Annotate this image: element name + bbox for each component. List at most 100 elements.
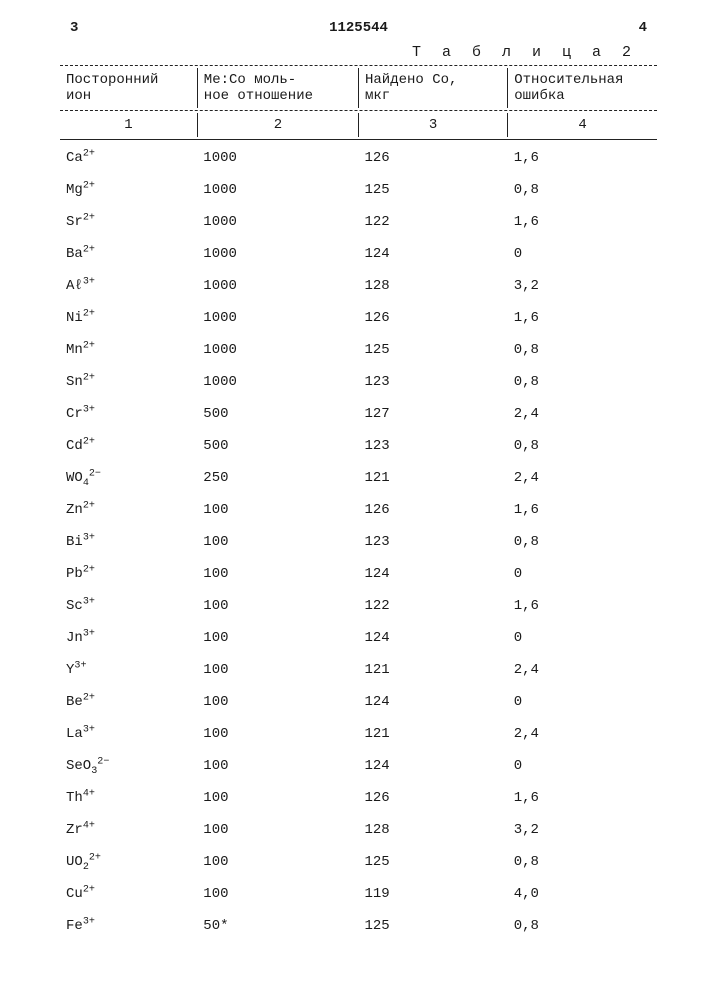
table-row: Aℓ3+10001283,2 [60,270,657,302]
cell-ratio: 1000 [197,270,358,302]
cell-error: 0,8 [508,846,657,878]
table-row: Ca2+10001261,6 [60,142,657,174]
cell-ion: Sc3+ [60,590,197,622]
col-header-1: Посторонний ион [60,68,197,108]
cell-ion: Cu2+ [60,878,197,910]
cell-ratio: 100 [197,782,358,814]
cell-error: 0 [508,686,657,718]
cell-ion: Sn2+ [60,366,197,398]
cell-error: 1,6 [508,782,657,814]
cell-found: 121 [358,462,507,494]
cell-ratio: 100 [197,878,358,910]
ion-formula: Ni2+ [66,310,102,326]
col-header-4: Относительнаяошибка [508,68,657,108]
cell-ratio: 250 [197,462,358,494]
table-row: Fe3+50*1250,8 [60,910,657,942]
cell-ion: Pb2+ [60,558,197,590]
table-row: Bi3+1001230,8 [60,526,657,558]
data-table: Ca2+10001261,6Mg2+10001250,8Sr2+10001221… [60,142,657,942]
cell-error: 1,6 [508,302,657,334]
cell-found: 126 [358,782,507,814]
col-num-3: 3 [358,113,507,137]
cell-error: 0 [508,750,657,782]
ion-formula: Y3+ [66,662,102,678]
ion-formula: Jn3+ [66,630,102,646]
cell-error: 0 [508,622,657,654]
cell-ratio: 1000 [197,302,358,334]
cell-ion: Ca2+ [60,142,197,174]
table-caption: Т а б л и ц а 2 [60,44,637,61]
cell-ion: Bi3+ [60,526,197,558]
cell-ion: Jn3+ [60,622,197,654]
cell-ion: WO42− [60,462,197,494]
ion-formula: Mg2+ [66,182,102,198]
cell-ion: Th4+ [60,782,197,814]
cell-error: 2,4 [508,654,657,686]
cell-ratio: 500 [197,430,358,462]
cell-ratio: 1000 [197,142,358,174]
cell-found: 121 [358,654,507,686]
cell-found: 125 [358,334,507,366]
cell-error: 1,6 [508,206,657,238]
col-header-1-text: Посторонний ион [66,72,158,104]
ion-formula: Aℓ3+ [66,278,102,294]
cell-ion: SeO32− [60,750,197,782]
table-row: La3+1001212,4 [60,718,657,750]
cell-ratio: 50* [197,910,358,942]
cell-ratio: 100 [197,846,358,878]
rule-top [60,65,657,66]
cell-found: 125 [358,910,507,942]
table-row: Pb2+1001240 [60,558,657,590]
ion-formula: Fe3+ [66,918,102,934]
cell-ion: Mg2+ [60,174,197,206]
table-row: Zn2+1001261,6 [60,494,657,526]
doc-number: 1125544 [329,20,388,36]
table-row: SeO32−1001240 [60,750,657,782]
cell-ion: Aℓ3+ [60,270,197,302]
table-row: Sc3+1001221,6 [60,590,657,622]
col-header-4-text: Относительнаяошибка [514,72,623,104]
cell-ion: UO22+ [60,846,197,878]
cell-found: 124 [358,686,507,718]
ion-formula: SeO32− [66,758,109,774]
document-page: 3 1125544 4 Т а б л и ц а 2 Посторонний … [0,0,707,1000]
ion-formula: La3+ [66,726,102,742]
cell-error: 3,2 [508,814,657,846]
col-num-2: 2 [197,113,358,137]
cell-error: 2,4 [508,398,657,430]
ion-formula: Ba2+ [66,246,102,262]
cell-ratio: 100 [197,750,358,782]
cell-error: 1,6 [508,142,657,174]
col-header-2-text: Me:Co моль-ное отношение [204,72,313,104]
cell-error: 1,6 [508,494,657,526]
table-row: Cd2+5001230,8 [60,430,657,462]
table-row: WO42− 2501212,4 [60,462,657,494]
cell-error: 1,6 [508,590,657,622]
table-subheader: 1 2 3 4 [60,113,657,137]
cell-ratio: 100 [197,654,358,686]
cell-error: 2,4 [508,462,657,494]
table-row: Cu2+1001194,0 [60,878,657,910]
cell-ratio: 100 [197,686,358,718]
cell-found: 127 [358,398,507,430]
cell-found: 128 [358,814,507,846]
cell-ratio: 1000 [197,366,358,398]
cell-found: 119 [358,878,507,910]
cell-found: 121 [358,718,507,750]
cell-found: 124 [358,558,507,590]
ion-formula: WO42− [66,470,102,486]
table-row: Zr4+1001283,2 [60,814,657,846]
ion-formula: Bi3+ [66,534,102,550]
table-row: Cr3+ 5001272,4 [60,398,657,430]
cell-ion: Ba2+ [60,238,197,270]
ion-formula: Cr3+ [66,406,102,422]
cell-ratio: 500 [197,398,358,430]
cell-ratio: 1000 [197,174,358,206]
cell-found: 123 [358,366,507,398]
cell-found: 124 [358,622,507,654]
cell-ion: Ni2+ [60,302,197,334]
table-row: Th4+1001261,6 [60,782,657,814]
table-header: Посторонний ион Me:Co моль-ное отношение… [60,68,657,108]
cell-ion: Cd2+ [60,430,197,462]
table-row: Mg2+10001250,8 [60,174,657,206]
